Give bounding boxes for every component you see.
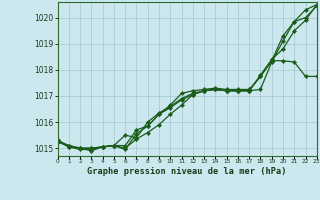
X-axis label: Graphe pression niveau de la mer (hPa): Graphe pression niveau de la mer (hPa)	[87, 167, 287, 176]
